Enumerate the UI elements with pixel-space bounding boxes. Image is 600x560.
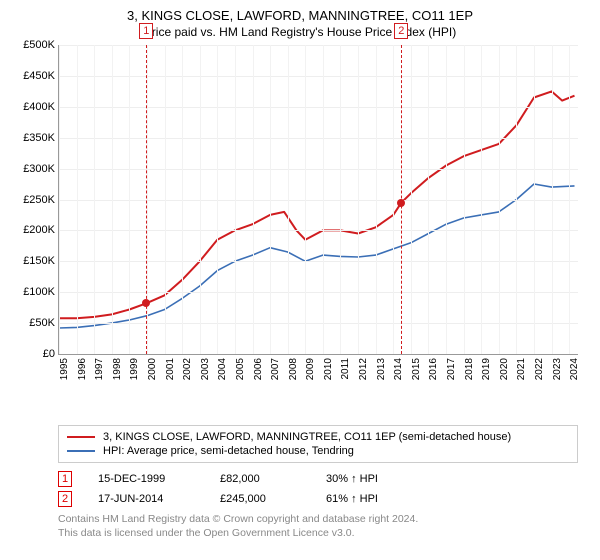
chart-area: £0£50K£100K£150K£200K£250K£300K£350K£400… (58, 45, 578, 385)
event-price: £82,000 (220, 473, 300, 485)
y-axis-label: £50K (11, 317, 55, 329)
y-axis-label: £200K (11, 224, 55, 236)
legend-item: HPI: Average price, semi-detached house,… (67, 444, 569, 458)
event-delta: 61% ↑ HPI (326, 493, 378, 505)
event-date: 15-DEC-1999 (98, 473, 194, 485)
event-delta: 30% ↑ HPI (326, 473, 378, 485)
event-row: 2 17-JUN-2014 £245,000 61% ↑ HPI (58, 489, 586, 509)
legend: 3, KINGS CLOSE, LAWFORD, MANNINGTREE, CO… (58, 425, 578, 463)
footnote-line: Contains HM Land Registry data © Crown c… (58, 513, 586, 527)
y-axis-label: £500K (11, 39, 55, 51)
chart-container: 3, KINGS CLOSE, LAWFORD, MANNINGTREE, CO… (0, 0, 600, 546)
y-axis-label: £450K (11, 70, 55, 82)
event-price: £245,000 (220, 493, 300, 505)
events-table: 1 15-DEC-1999 £82,000 30% ↑ HPI 2 17-JUN… (58, 469, 586, 509)
plot-region: £0£50K£100K£150K£200K£250K£300K£350K£400… (58, 45, 578, 355)
event-row: 1 15-DEC-1999 £82,000 30% ↑ HPI (58, 469, 586, 489)
chart-marker-badge: 1 (139, 23, 153, 39)
y-axis-label: £400K (11, 101, 55, 113)
y-axis-label: £350K (11, 132, 55, 144)
y-axis-label: £0 (11, 348, 55, 360)
y-axis-label: £100K (11, 286, 55, 298)
title-block: 3, KINGS CLOSE, LAWFORD, MANNINGTREE, CO… (14, 8, 586, 39)
legend-swatch (67, 450, 95, 452)
chart-marker-point (397, 199, 405, 207)
legend-label: HPI: Average price, semi-detached house,… (103, 445, 354, 457)
title-subtitle: Price paid vs. HM Land Registry's House … (14, 25, 586, 39)
chart-marker-badge: 2 (394, 23, 408, 39)
legend-swatch (67, 436, 95, 438)
event-badge: 1 (58, 471, 72, 487)
y-axis-label: £250K (11, 194, 55, 206)
y-axis-label: £300K (11, 163, 55, 175)
event-date: 17-JUN-2014 (98, 493, 194, 505)
event-badge: 2 (58, 491, 72, 507)
legend-item: 3, KINGS CLOSE, LAWFORD, MANNINGTREE, CO… (67, 430, 569, 444)
title-address: 3, KINGS CLOSE, LAWFORD, MANNINGTREE, CO… (14, 8, 586, 23)
y-axis-label: £150K (11, 255, 55, 267)
footnote: Contains HM Land Registry data © Crown c… (58, 513, 586, 540)
chart-marker-point (142, 299, 150, 307)
legend-label: 3, KINGS CLOSE, LAWFORD, MANNINGTREE, CO… (103, 431, 511, 443)
footnote-line: This data is licensed under the Open Gov… (58, 527, 586, 541)
